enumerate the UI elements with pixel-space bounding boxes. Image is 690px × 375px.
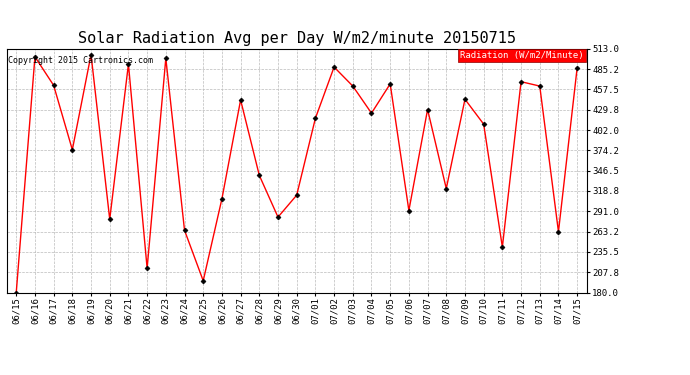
Text: Radiation (W/m2/Minute): Radiation (W/m2/Minute) xyxy=(460,51,584,60)
Text: Copyright 2015 Cartronics.com: Copyright 2015 Cartronics.com xyxy=(8,56,153,65)
Title: Solar Radiation Avg per Day W/m2/minute 20150715: Solar Radiation Avg per Day W/m2/minute … xyxy=(78,31,515,46)
